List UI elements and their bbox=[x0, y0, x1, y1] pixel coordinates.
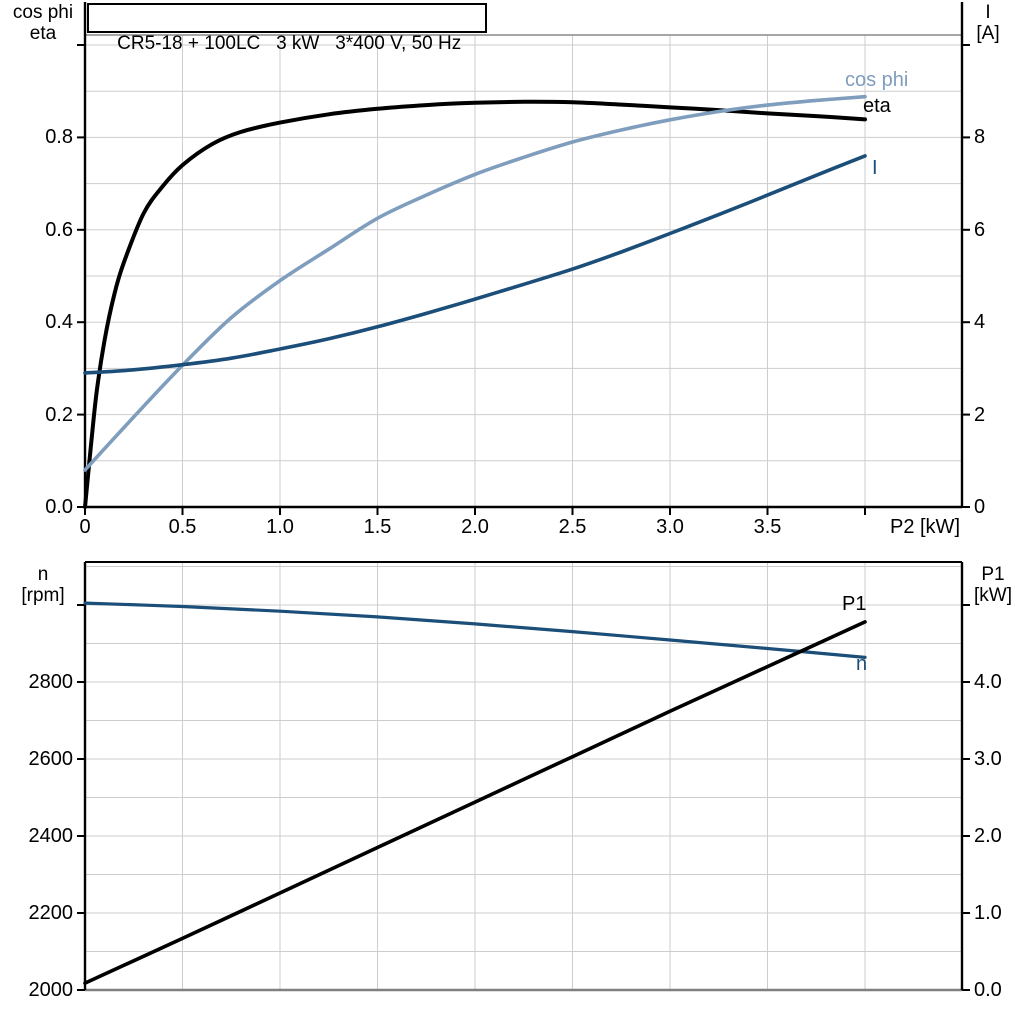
top-left-axis-title: cos phi eta bbox=[0, 2, 86, 44]
right-axis-tick-label: 2 bbox=[974, 403, 986, 426]
right-axis-tick-label: 1.0 bbox=[974, 902, 1002, 924]
left-axis-tick-label: 2600 bbox=[28, 748, 74, 770]
left-axis-tick-label: 2800 bbox=[28, 671, 74, 693]
p1-curve-label: P1 bbox=[842, 593, 867, 615]
x-axis-title: P2 [kW] bbox=[889, 516, 960, 538]
n-curve bbox=[83, 601, 867, 659]
bottom-left-axis-title: n [rpm] bbox=[0, 564, 86, 606]
x-axis-tick-label: 0.5 bbox=[168, 516, 197, 538]
left-axis-tick-label: 2400 bbox=[28, 825, 74, 847]
bottom-right-axis-title: P1 [kW] bbox=[962, 564, 1024, 606]
left-axis-tick-label: 2200 bbox=[28, 902, 74, 924]
bottom-right-axis-title-line1: P1 bbox=[981, 564, 1005, 585]
right-axis-tick-label: 6 bbox=[974, 218, 986, 241]
cos-phi-curve bbox=[83, 94, 867, 472]
bottom-left-axis-title-line1: n bbox=[37, 564, 49, 585]
x-axis-tick-label: 3.0 bbox=[656, 516, 684, 538]
eta-curve-label: eta bbox=[863, 95, 891, 117]
right-axis-tick-label: 0 bbox=[974, 496, 986, 518]
left-axis-tick-label: 0.0 bbox=[45, 496, 73, 518]
bottom-left-axis-title-line2: [rpm] bbox=[21, 585, 65, 606]
i-curve bbox=[83, 154, 867, 375]
left-axis-tick-label: 0.6 bbox=[45, 218, 73, 241]
left-axis-tick-label: 2000 bbox=[28, 979, 74, 1001]
right-axis-tick-label: 2.0 bbox=[974, 825, 1002, 847]
top-left-axis-title-line1: cos phi bbox=[12, 2, 74, 23]
n-curve-label: n bbox=[856, 653, 868, 675]
top-right-axis-title-line1: I bbox=[985, 2, 991, 23]
x-axis-tick-label: 2.5 bbox=[558, 516, 587, 538]
x-axis-tick-label: 3.5 bbox=[753, 516, 782, 538]
x-axis-tick-label: 2.0 bbox=[461, 516, 489, 538]
left-axis-tick-label: 0.4 bbox=[45, 311, 73, 334]
bottom-right-axis-title-line2: [kW] bbox=[974, 585, 1012, 606]
x-axis-tick-label: 1.5 bbox=[363, 516, 392, 538]
right-axis-tick-label: 0.0 bbox=[974, 979, 1002, 1001]
top-right-axis-title: I [A] bbox=[960, 2, 1016, 44]
chart-title: CR5-18 + 100LC 3 kW 3*400 V, 50 Hz bbox=[117, 33, 462, 54]
right-axis-tick-label: 4 bbox=[974, 311, 986, 334]
left-axis-tick-label: 0.2 bbox=[45, 403, 73, 426]
chart-title-box: CR5-18 + 100LC 3 kW 3*400 V, 50 Hz bbox=[87, 3, 487, 54]
top-right-axis-title-line2: [A] bbox=[976, 23, 1000, 44]
right-axis-tick-label: 8 bbox=[974, 126, 986, 149]
cos-phi-curve-label: cos phi bbox=[845, 69, 909, 91]
right-axis-tick-label: 3.0 bbox=[974, 748, 1002, 770]
top-left-axis-title-line2: eta bbox=[29, 23, 57, 44]
eta-curve bbox=[83, 99, 867, 509]
right-axis-tick-label: 4.0 bbox=[974, 671, 1002, 693]
current-curve-label: I bbox=[872, 157, 878, 179]
p1-curve bbox=[83, 620, 867, 985]
x-axis-tick-label: 1.0 bbox=[266, 516, 294, 538]
left-axis-tick-label: 0.8 bbox=[45, 126, 73, 149]
x-axis-tick-label: 0 bbox=[79, 516, 91, 538]
